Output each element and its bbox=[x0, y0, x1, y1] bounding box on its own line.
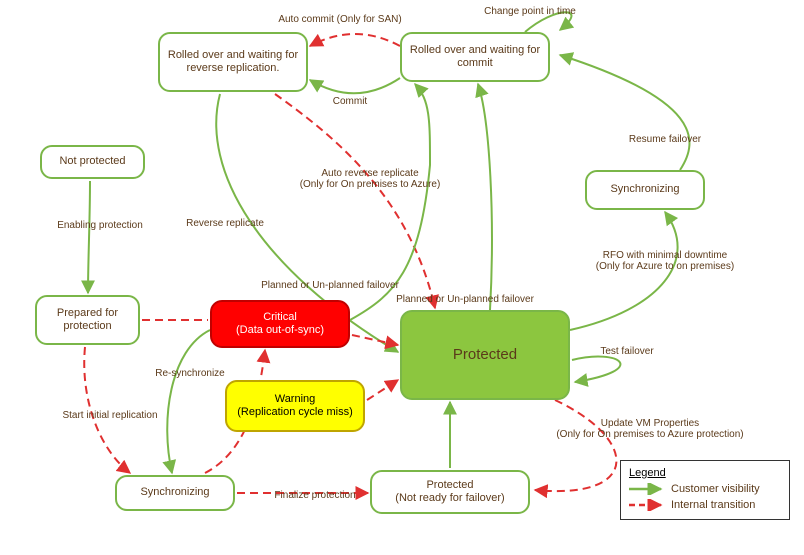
edge-label-test_failover: Test failover bbox=[582, 346, 672, 357]
edge-e_warning_to_protected bbox=[367, 380, 398, 400]
edge-e_update_vm bbox=[535, 400, 616, 491]
edge-e_resume_failover bbox=[560, 55, 689, 170]
legend-line-sample bbox=[629, 499, 665, 511]
edge-label-start_initial: Start initial replication bbox=[40, 410, 180, 421]
edge-label-change_pit: Change point in time bbox=[460, 6, 600, 17]
edge-label-reverse_replicate: Reverse replicate bbox=[165, 218, 285, 229]
edge-label-planned1: Planned or Un-planned failover bbox=[240, 280, 420, 291]
legend-row: Internal transition bbox=[629, 499, 781, 511]
legend-row-text: Internal transition bbox=[671, 499, 755, 511]
legend-row: Customer visibility bbox=[629, 483, 781, 495]
node-synchronizing_left: Synchronizing bbox=[115, 475, 235, 511]
edge-label-auto_reverse: Auto reverse replicate(Only for On premi… bbox=[270, 168, 470, 190]
node-rolled_commit: Rolled over and waiting for commit bbox=[400, 32, 550, 82]
edge-label-enabling: Enabling protection bbox=[35, 220, 165, 231]
edge-label-auto_commit: Auto commit (Only for SAN) bbox=[240, 14, 440, 25]
node-prepared: Prepared for protection bbox=[35, 295, 140, 345]
node-synchronizing_right: Synchronizing bbox=[585, 170, 705, 210]
node-not_protected: Not protected bbox=[40, 145, 145, 179]
edge-label-update_vm: Update VM Properties(Only for On premise… bbox=[525, 418, 775, 440]
edge-label-resync: Re-synchronize bbox=[140, 368, 240, 379]
edge-e_enabling bbox=[88, 181, 90, 293]
node-critical: Critical(Data out-of-sync) bbox=[210, 300, 350, 348]
legend-row-text: Customer visibility bbox=[671, 483, 760, 495]
edge-e_resync bbox=[167, 330, 210, 473]
edge-e_protected_to_rolled bbox=[478, 84, 492, 310]
legend-box: Legend Customer visibility Internal tran… bbox=[620, 460, 790, 520]
edge-e_auto_reverse bbox=[275, 94, 435, 308]
edge-label-commit: Commit bbox=[320, 96, 380, 107]
edge-e_critical_to_protected bbox=[352, 335, 398, 345]
edge-label-resume_failover: Resume failover bbox=[610, 134, 720, 145]
legend-title: Legend bbox=[629, 467, 781, 479]
edge-e_test_failover bbox=[572, 357, 620, 382]
node-protected: Protected bbox=[400, 310, 570, 400]
node-protected_notready: Protected(Not ready for failover) bbox=[370, 470, 530, 514]
edge-e_auto_commit bbox=[310, 34, 400, 46]
edge-label-finalize: Finalize protection bbox=[255, 490, 375, 501]
node-warning: Warning(Replication cycle miss) bbox=[225, 380, 365, 432]
node-rolled_reverse: Rolled over and waiting for reverse repl… bbox=[158, 32, 308, 92]
edge-e_commit bbox=[310, 78, 400, 93]
edge-label-rfo: RFO with minimal downtime(Only for Azure… bbox=[560, 250, 770, 272]
edge-label-planned2: Planned or Un-planned failover bbox=[370, 294, 560, 305]
legend-line-sample bbox=[629, 483, 665, 495]
